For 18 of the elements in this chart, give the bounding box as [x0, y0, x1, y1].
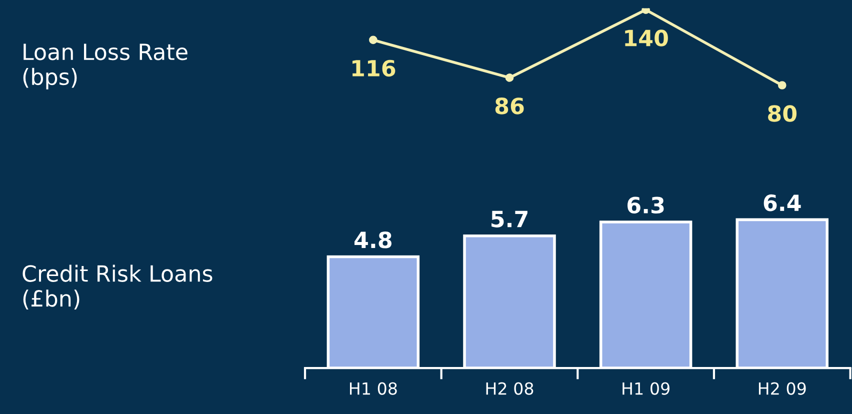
- y-axis-title: Loan Loss Rate (bps): [23, 44, 188, 90]
- data-label: 116: [352, 60, 396, 77]
- point: [505, 74, 514, 82]
- data-label: 5.7: [492, 210, 528, 228]
- point: [642, 8, 650, 14]
- point: [369, 36, 378, 44]
- data-label: 86: [495, 98, 524, 114]
- x-tick-label: H1 08: [350, 382, 397, 395]
- point: [778, 81, 786, 90]
- data-label: 6.3: [628, 196, 664, 214]
- x-tick-label: H2 08: [486, 382, 534, 395]
- x-tick-label: H1 09: [622, 382, 670, 395]
- x-tick-label: H2 09: [758, 382, 806, 395]
- y-axis-title: Credit Risk Loans (£bn): [22, 264, 212, 310]
- data-label: 4.8: [354, 232, 392, 248]
- data-label: 140: [625, 30, 668, 46]
- data-label: 80: [768, 105, 797, 122]
- data-label: 6.4: [764, 194, 801, 212]
